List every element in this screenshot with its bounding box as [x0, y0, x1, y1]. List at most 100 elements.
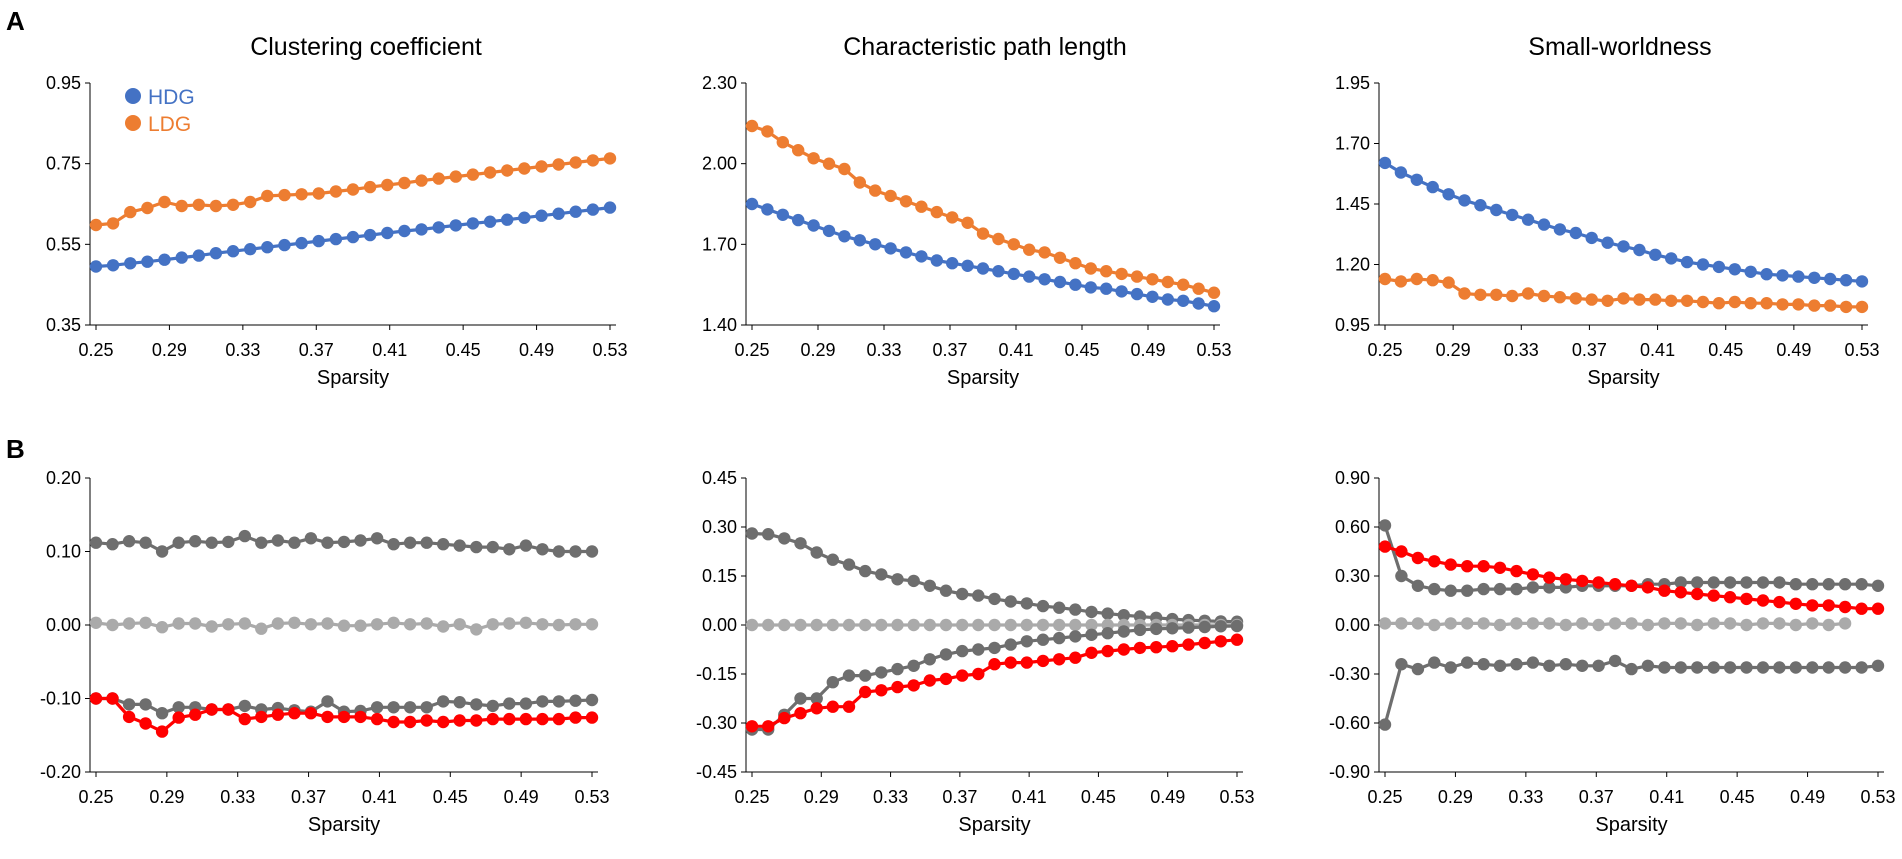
data-point-lower [536, 695, 549, 708]
data-point-LDG [1177, 278, 1190, 291]
data-point-red [1707, 589, 1720, 602]
data-point-zero [988, 618, 1001, 632]
data-point-HDG [1146, 290, 1159, 303]
data-point-HDG [226, 245, 240, 258]
y-tick-label-a1: 0.55 [46, 234, 81, 254]
data-point-red [907, 679, 920, 692]
data-point-lower [1806, 661, 1819, 674]
x-tick-label-b2: 0.49 [1150, 787, 1185, 807]
data-point-HDG [1115, 285, 1128, 298]
data-point-zero [189, 617, 202, 630]
data-point-LDG [244, 195, 257, 209]
data-point-zero [503, 617, 516, 630]
y-tick-label-a1: 0.35 [46, 315, 81, 335]
data-point-red [1608, 578, 1622, 591]
data-point-red [1444, 558, 1457, 571]
data-point-red [453, 714, 466, 727]
data-point-lower [552, 695, 566, 708]
data-point-lower [1691, 661, 1704, 674]
data-point-HDG [1192, 297, 1205, 310]
data-point-lower [1789, 661, 1803, 674]
data-point-lower [139, 698, 152, 711]
data-point-red [1674, 586, 1688, 599]
data-point-LDG [278, 188, 291, 202]
data-point-LDG [432, 172, 445, 185]
data-point-lower [420, 701, 433, 714]
data-point-lower [794, 692, 807, 705]
y-tick-label-a2: 2.00 [702, 154, 737, 174]
data-point-red [1723, 591, 1737, 604]
data-point-lower [972, 643, 985, 656]
data-point-lower [387, 701, 400, 714]
x-tick-label-a1: 0.33 [225, 340, 260, 360]
data-point-upper [1707, 576, 1720, 589]
chart-b1: -0.20 -0.10 0.00 0.10 0.20 0.25 0.29 0.33 0.37 0.… [40, 468, 610, 836]
data-point-zero [859, 618, 872, 632]
y-tick-label-a1: 0.95 [46, 73, 81, 93]
data-point-LDG [1824, 299, 1837, 312]
data-point-HDG [1760, 268, 1773, 281]
data-point-upper [271, 534, 285, 547]
data-point-HDG [1553, 223, 1567, 236]
x-axis-label-b3: Sparsity [1595, 814, 1667, 836]
data-point-HDG [1506, 208, 1519, 222]
data-point-upper [89, 536, 103, 549]
chart-a2: Characteristic path length 1.40 1.70 2.00 2.… [702, 33, 1232, 389]
data-point-red [238, 712, 251, 726]
data-point-red [1101, 644, 1114, 658]
data-point-LDG [1038, 246, 1051, 259]
data-point-zero [826, 618, 839, 632]
data-point-LDG [449, 170, 462, 183]
panel-label-b: B [6, 434, 25, 464]
data-point-red [1625, 579, 1638, 592]
x-axis-label-a2: Sparsity [947, 367, 1019, 389]
data-point-lower [1182, 621, 1195, 634]
data-point-HDG [278, 238, 291, 252]
data-point-zero [519, 616, 533, 629]
data-point-upper [1838, 578, 1852, 591]
data-point-red [106, 692, 119, 705]
data-point-red [972, 667, 985, 681]
data-point-HDG [603, 201, 617, 214]
data-point-zero [569, 618, 582, 631]
data-point-zero [1526, 617, 1540, 630]
x-axis-label-a1: Sparsity [317, 367, 389, 389]
data-point-LDG [1776, 298, 1789, 311]
series-HDG-a2 [745, 197, 1221, 313]
data-point-lower [1477, 658, 1490, 671]
data-point-HDG [586, 203, 600, 216]
data-point-upper [1069, 603, 1082, 616]
data-point-zero [139, 616, 152, 629]
x-tick-label-a2: 0.53 [1196, 340, 1231, 360]
data-point-lower [1756, 661, 1770, 674]
series-LDG-a1 [89, 152, 617, 232]
data-point-red [155, 725, 169, 738]
data-point-LDG [1649, 293, 1662, 306]
data-point-red [1133, 641, 1147, 655]
data-point-upper [1461, 584, 1474, 597]
data-point-lower [1625, 662, 1638, 676]
x-tick-label-b2: 0.33 [873, 787, 908, 807]
data-point-upper [370, 532, 384, 545]
data-point-LDG [226, 198, 240, 211]
x-tick-label-b1: 0.33 [220, 787, 255, 807]
y-tick-label-a2: 2.30 [702, 73, 737, 93]
data-point-HDG [1458, 194, 1471, 207]
series-line-HDG [751, 202, 1215, 308]
data-point-LDG [312, 187, 325, 200]
data-point-red [1641, 581, 1655, 594]
data-point-upper [1020, 597, 1033, 610]
data-point-lower [172, 701, 185, 714]
data-point-LDG [1792, 298, 1805, 311]
data-point-HDG [822, 224, 836, 238]
legend-label-HDG: HDG [148, 86, 195, 109]
data-point-HDG [853, 234, 866, 247]
data-point-red [1117, 643, 1131, 656]
data-point-zero [1608, 617, 1622, 630]
data-point-lower [1576, 659, 1589, 672]
data-point-upper [1510, 582, 1523, 596]
data-point-red [1691, 587, 1704, 601]
data-point-HDG [869, 238, 882, 251]
data-point-HDG [1649, 248, 1662, 261]
data-point-HDG [1177, 294, 1190, 307]
